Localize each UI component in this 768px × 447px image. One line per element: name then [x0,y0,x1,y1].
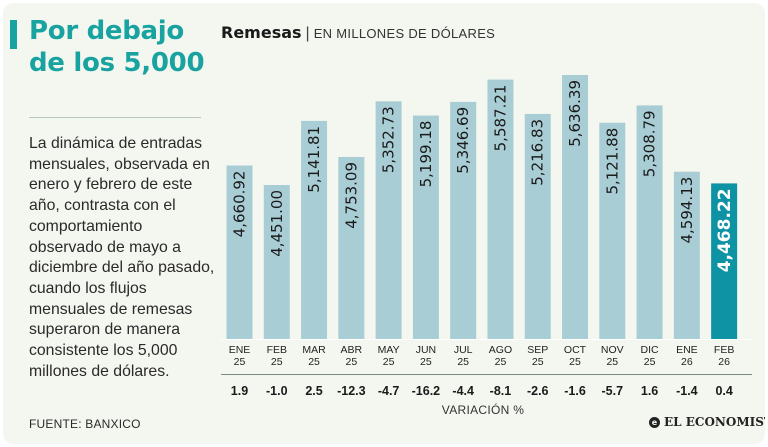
variation-value-2: 2.5 [305,384,322,398]
bar-10 [599,122,626,339]
bar-value-label-0: 4,660.92 [231,171,249,238]
bar-value-label-13: 4,468.22 [715,188,735,272]
bar-value-label-2: 5,141.81 [305,126,323,193]
bar-value-label-11: 5,308.79 [641,110,659,177]
x-tick-month-5: JUN [416,344,436,356]
bar-4 [375,101,402,339]
x-tick-month-1: FEB [267,344,287,356]
x-tick-month-2: MAR [302,344,326,356]
variation-value-3: -12.3 [337,384,366,398]
x-tick-year-11: 25 [644,356,656,368]
chart-subtitle: EN MILLONES DE DÓLARES [313,26,496,41]
bar-1 [263,185,290,339]
x-tick-year-9: 25 [569,356,581,368]
variation-value-5: -16.2 [412,384,441,398]
bar-value-label-3: 4,753.09 [342,162,360,229]
bar-6 [450,101,477,339]
x-tick-year-8: 25 [532,356,544,368]
x-tick-month-4: MAY [378,344,400,356]
variation-value-0: 1.9 [231,384,248,398]
bar-13 [711,183,738,339]
variation-value-4: -4.7 [378,384,400,398]
variation-value-6: -4.4 [452,384,474,398]
title-separator: | [305,25,310,42]
source-note: FUENTE: BANXICO [29,417,141,431]
body-text: La dinámica de entradas mensuales, obser… [29,135,215,380]
publisher-logo: e EL ECONOMISTA [649,415,765,429]
bar-value-label-6: 5,346.69 [454,107,472,174]
infographic-card: Por debajo de los 5,000 La dinámica de e… [3,3,765,444]
x-tick-year-3: 25 [345,356,357,368]
x-tick-month-13: FEB [714,344,734,356]
bar-12 [673,171,700,339]
bar-3 [338,156,365,339]
chart-heading: Remesas | EN MILLONES DE DÓLARES [221,23,495,43]
x-tick-month-12: ENE [676,344,698,356]
x-tick-year-7: 25 [495,356,507,368]
bar-0 [226,165,253,339]
publisher-name: EL ECONOMISTA [664,415,765,429]
variation-value-13: 0.4 [715,384,732,398]
x-tick-month-3: ABR [341,344,363,356]
bar-value-label-10: 5,121.88 [603,128,621,195]
remittances-bar-chart: 4,660.92 4,451.00 5,141.81 4,753.09 5,352.73… [221,75,752,417]
variation-value-8: -2.6 [527,384,549,398]
bar-8 [524,113,551,339]
bar-value-label-12: 4,594.13 [678,177,696,244]
bar-value-label-8: 5,216.83 [529,119,547,186]
bar-value-label-9: 5,636.39 [566,80,584,147]
x-tick-month-7: AGO [489,344,512,356]
x-tick-month-9: OCT [564,344,587,356]
bar-value-label-4: 5,352.73 [380,106,398,173]
publisher-logo-icon: e [649,416,660,428]
x-tick-year-5: 25 [420,356,432,368]
x-tick-year-6: 25 [457,356,469,368]
bar-9 [562,75,589,339]
variation-label: VARIACIÓN % [442,402,524,417]
variation-value-9: -1.6 [564,384,586,398]
x-tick-year-4: 25 [383,356,395,368]
intro-panel: Por debajo de los 5,000 La dinámica de e… [3,3,218,444]
x-tick-year-1: 25 [271,356,283,368]
variation-value-11: 1.6 [641,384,658,398]
x-tick-month-10: NOV [601,344,624,356]
x-tick-month-6: JUL [454,344,473,356]
bar-2 [301,120,328,340]
variation-value-10: -5.7 [602,384,624,398]
headline-accent-bar [10,20,17,49]
x-tick-year-13: 26 [718,356,730,368]
variation-value-1: -1.0 [266,384,288,398]
bar-11 [636,105,663,340]
variation-value-12: -1.4 [676,384,698,398]
headline-divider [29,117,201,118]
bar-value-label-7: 5,587.21 [491,85,509,152]
x-tick-year-0: 25 [234,356,246,368]
x-tick-year-2: 25 [308,356,320,368]
x-tick-year-10: 25 [606,356,618,368]
bar-value-label-5: 5,199.18 [417,121,435,188]
x-tick-month-11: DIC [641,344,660,356]
bar-value-label-1: 4,451.00 [268,190,286,257]
chart-title: Remesas [221,23,302,42]
x-tick-month-8: SEP [527,344,548,356]
x-tick-year-12: 26 [681,356,693,368]
x-tick-month-0: ENE [229,344,251,356]
variation-value-7: -8.1 [490,384,512,398]
bar-5 [412,115,439,340]
bar-7 [487,79,514,340]
headline: Por debajo de los 5,000 [29,16,205,78]
